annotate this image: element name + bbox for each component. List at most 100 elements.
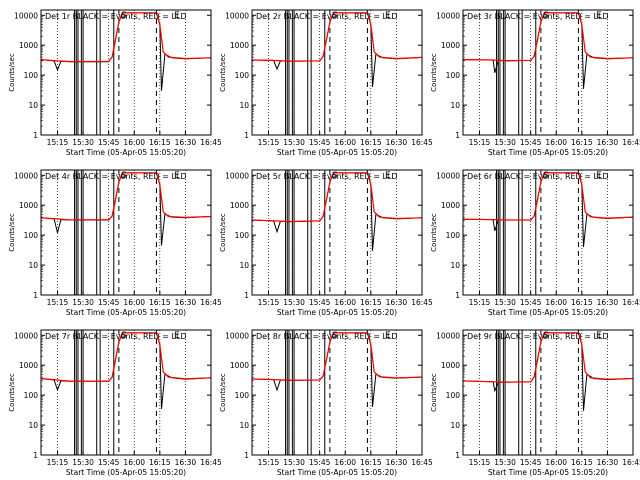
- lld-series-line: [251, 332, 423, 381]
- x-tick-label: 15:45: [98, 138, 120, 147]
- x-tick-label: 16:30: [386, 298, 408, 307]
- x-tick-label: 16:45: [200, 138, 222, 147]
- y-axis-label: Counts/sec: [219, 53, 227, 92]
- x-tick-label: 16:30: [175, 458, 197, 467]
- x-tick-label: 15:30: [494, 138, 516, 147]
- start-marker: S: [121, 11, 127, 21]
- lld-series-line: [462, 12, 634, 62]
- x-tick-label: 15:15: [47, 138, 69, 147]
- x-tick-label: 16:00: [545, 138, 567, 147]
- events-series-line: [40, 332, 212, 409]
- x-tick-label: 16:15: [360, 458, 382, 467]
- y-tick-label: 10: [28, 421, 38, 430]
- x-tick-label: 15:15: [258, 458, 280, 467]
- end-marker: E: [385, 11, 391, 21]
- y-tick-label: 10000: [436, 331, 460, 340]
- x-tick-label: 15:45: [520, 138, 542, 147]
- x-axis-label: Start Time (05-Apr-05 15:05:20): [277, 308, 397, 317]
- x-tick-label: 15:15: [258, 138, 280, 147]
- end-marker: E: [596, 331, 602, 341]
- x-tick-label: 16:45: [622, 298, 640, 307]
- y-tick-label: 10000: [225, 11, 249, 20]
- x-tick-label: 15:45: [309, 298, 331, 307]
- y-tick-label: 10: [450, 261, 460, 270]
- y-tick-label: 1000: [441, 361, 460, 370]
- panel-title: Det 7r BLACK = Events, RED = LLD: [45, 332, 187, 341]
- y-axis-label: Counts/sec: [219, 373, 227, 412]
- y-tick-label: 1: [33, 291, 38, 300]
- start-marker: S: [121, 331, 127, 341]
- plot-frame: [40, 169, 212, 296]
- x-tick-label: 16:15: [571, 298, 593, 307]
- y-axis-label: Counts/sec: [8, 373, 16, 412]
- x-tick-label: 16:00: [334, 298, 356, 307]
- y-tick-label: 10: [239, 101, 249, 110]
- x-tick-label: 16:45: [200, 298, 222, 307]
- y-tick-label: 1000: [230, 361, 249, 370]
- x-tick-label: 16:15: [149, 138, 171, 147]
- x-tick-label: 16:30: [175, 138, 197, 147]
- x-tick-label: 16:00: [334, 458, 356, 467]
- y-tick-label: 100: [235, 71, 250, 80]
- y-axis-label: Counts/sec: [430, 213, 438, 252]
- panel-title: Det 6r BLACK = Events, RED = LLD: [467, 172, 609, 181]
- panel-title: Det 5r BLACK = Events, RED = LLD: [256, 172, 398, 181]
- x-axis-label: Start Time (05-Apr-05 15:05:20): [488, 148, 608, 157]
- x-tick-label: 16:00: [334, 138, 356, 147]
- x-tick-label: 16:15: [571, 138, 593, 147]
- x-tick-label: 15:45: [309, 458, 331, 467]
- y-tick-label: 10000: [14, 331, 38, 340]
- x-tick-label: 16:45: [411, 458, 433, 467]
- start-marker: S: [543, 171, 549, 181]
- start-marker: S: [543, 11, 549, 21]
- x-tick-label: 16:00: [123, 138, 145, 147]
- y-tick-label: 10: [239, 261, 249, 270]
- x-tick-label: 16:15: [360, 138, 382, 147]
- start-marker: S: [121, 171, 127, 181]
- y-tick-label: 10000: [436, 11, 460, 20]
- y-tick-label: 10000: [225, 331, 249, 340]
- plot-frame: [462, 329, 634, 456]
- y-tick-label: 1000: [441, 41, 460, 50]
- y-axis-label: Counts/sec: [8, 53, 16, 92]
- lld-series-line: [462, 172, 634, 221]
- x-tick-label: 15:30: [494, 298, 516, 307]
- y-tick-label: 100: [24, 231, 39, 240]
- y-tick-label: 1000: [441, 201, 460, 210]
- x-axis-label: Start Time (05-Apr-05 15:05:20): [277, 468, 397, 477]
- x-tick-label: 16:45: [200, 458, 222, 467]
- x-axis-label: Start Time (05-Apr-05 15:05:20): [66, 148, 186, 157]
- y-tick-label: 10000: [436, 171, 460, 180]
- x-tick-label: 16:30: [597, 298, 619, 307]
- x-tick-label: 16:45: [622, 138, 640, 147]
- lld-series-line: [40, 12, 212, 63]
- start-marker: S: [332, 331, 338, 341]
- y-tick-label: 1000: [230, 41, 249, 50]
- y-tick-label: 100: [235, 231, 250, 240]
- end-marker: E: [174, 171, 180, 181]
- y-axis-label: Counts/sec: [8, 213, 16, 252]
- x-axis-label: Start Time (05-Apr-05 15:05:20): [66, 308, 186, 317]
- start-marker: S: [332, 171, 338, 181]
- x-tick-label: 15:30: [283, 298, 305, 307]
- y-axis-label: Counts/sec: [430, 53, 438, 92]
- y-tick-label: 10: [450, 101, 460, 110]
- x-axis-label: Start Time (05-Apr-05 15:05:20): [488, 308, 608, 317]
- panel-title: Det 4r BLACK = Events, RED = LLD: [45, 172, 187, 181]
- y-tick-label: 1000: [230, 201, 249, 210]
- y-tick-label: 1000: [19, 361, 38, 370]
- x-tick-label: 16:00: [123, 458, 145, 467]
- y-axis-label: Counts/sec: [219, 213, 227, 252]
- plot-frame: [251, 169, 423, 296]
- y-tick-label: 10000: [14, 171, 38, 180]
- x-tick-label: 16:45: [411, 138, 433, 147]
- y-tick-label: 1: [244, 291, 249, 300]
- x-tick-label: 16:30: [597, 138, 619, 147]
